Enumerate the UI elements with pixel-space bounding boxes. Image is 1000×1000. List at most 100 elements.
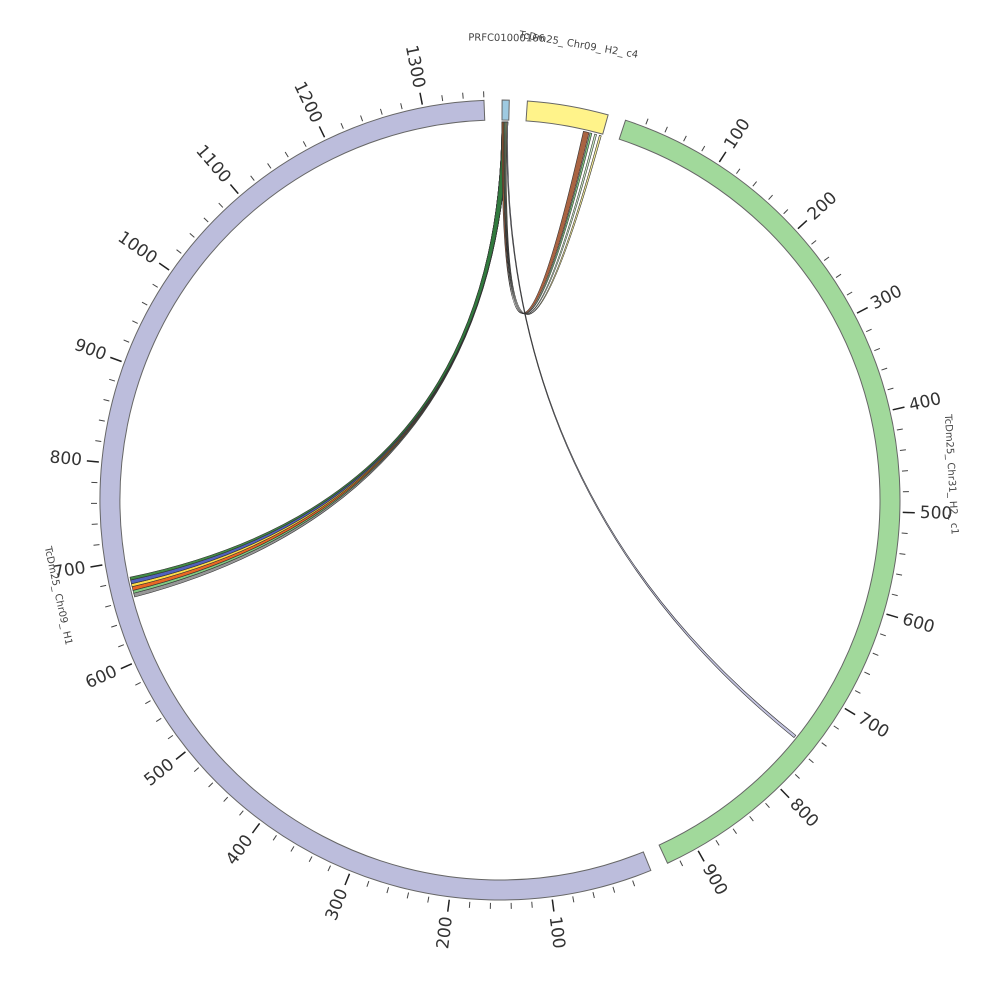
minor-tick bbox=[865, 328, 872, 333]
tick-label: 1000 bbox=[114, 227, 161, 268]
segment-label: PRFC01000166 bbox=[468, 33, 545, 45]
tick-label: 500 bbox=[919, 503, 952, 524]
segment bbox=[99, 99, 652, 901]
minor-tick bbox=[105, 604, 112, 608]
major-tick bbox=[318, 126, 326, 138]
minor-tick bbox=[284, 151, 289, 158]
tick-label: 100 bbox=[545, 915, 569, 950]
minor-tick bbox=[887, 387, 894, 391]
minor-tick bbox=[683, 135, 687, 142]
tick-label: 200 bbox=[804, 188, 841, 225]
minor-tick bbox=[302, 141, 307, 147]
tick-label: 900 bbox=[72, 335, 109, 365]
minor-tick bbox=[821, 742, 827, 747]
link bbox=[129, 121, 509, 581]
link bbox=[506, 121, 797, 739]
minor-tick bbox=[768, 194, 773, 200]
minor-tick bbox=[823, 256, 830, 261]
link bbox=[503, 121, 593, 315]
minor-tick bbox=[899, 449, 906, 451]
minor-tick bbox=[879, 633, 886, 637]
link bbox=[504, 121, 597, 315]
minor-tick bbox=[98, 419, 105, 422]
major-tick bbox=[697, 850, 705, 862]
minor-tick bbox=[833, 725, 839, 730]
minor-tick bbox=[132, 320, 138, 324]
minor-tick bbox=[290, 846, 295, 852]
minor-tick bbox=[123, 339, 130, 343]
tick-label: 500 bbox=[141, 755, 179, 791]
major-tick bbox=[344, 873, 351, 886]
minor-tick bbox=[441, 95, 444, 102]
segment bbox=[618, 119, 901, 864]
minor-tick bbox=[103, 399, 110, 402]
minor-tick bbox=[846, 291, 853, 296]
minor-tick bbox=[462, 92, 464, 99]
minor-tick bbox=[736, 168, 741, 174]
minor-tick bbox=[223, 796, 229, 802]
minor-tick bbox=[732, 828, 737, 834]
minor-tick bbox=[379, 108, 383, 115]
minor-tick bbox=[679, 860, 684, 867]
minor-tick bbox=[239, 810, 244, 816]
minor-tick bbox=[109, 378, 116, 382]
major-tick bbox=[419, 92, 424, 105]
major-tick bbox=[844, 707, 856, 716]
minor-tick bbox=[400, 103, 403, 110]
minor-tick bbox=[118, 644, 125, 648]
tick-label: 700 bbox=[854, 709, 892, 743]
minor-tick bbox=[193, 767, 200, 773]
minor-tick bbox=[267, 163, 272, 169]
minor-tick bbox=[874, 347, 881, 352]
minor-tick bbox=[95, 440, 102, 443]
minor-tick bbox=[152, 283, 158, 288]
minor-tick bbox=[811, 240, 817, 245]
tick-label: 800 bbox=[785, 794, 822, 831]
minor-tick bbox=[135, 682, 141, 686]
minor-tick bbox=[93, 544, 100, 546]
tick-label: 1200 bbox=[289, 79, 326, 127]
minor-tick bbox=[100, 584, 107, 588]
minor-tick bbox=[664, 126, 668, 133]
minor-tick bbox=[111, 624, 118, 628]
minor-tick bbox=[406, 892, 410, 899]
minor-tick bbox=[752, 181, 757, 187]
segment bbox=[525, 100, 609, 135]
major-tick bbox=[251, 822, 261, 834]
major-tick bbox=[86, 460, 99, 463]
minor-tick bbox=[808, 758, 814, 764]
minor-tick bbox=[881, 367, 888, 371]
major-tick bbox=[120, 663, 133, 670]
minor-tick bbox=[715, 840, 720, 846]
tick-label: 800 bbox=[49, 447, 83, 470]
links bbox=[129, 121, 797, 739]
minor-tick bbox=[794, 774, 800, 779]
minor-tick bbox=[612, 886, 616, 893]
minor-tick bbox=[427, 896, 430, 903]
major-tick bbox=[892, 406, 905, 411]
minor-tick bbox=[360, 115, 364, 122]
minor-tick bbox=[327, 865, 331, 872]
major-tick bbox=[886, 613, 899, 619]
minor-tick bbox=[208, 782, 214, 788]
tick-label: 400 bbox=[907, 389, 943, 416]
link bbox=[131, 121, 509, 588]
minor-tick bbox=[189, 233, 195, 238]
minor-tick bbox=[854, 690, 861, 694]
minor-tick bbox=[386, 887, 390, 894]
minor-tick bbox=[366, 880, 370, 887]
minor-tick bbox=[872, 652, 879, 656]
minor-tick bbox=[645, 118, 649, 125]
major-tick bbox=[780, 788, 790, 799]
segment bbox=[501, 99, 510, 121]
tick-label: 1300 bbox=[401, 43, 429, 89]
segment-label: TcDm25_ Chr09_ H2_ c4 bbox=[517, 29, 639, 61]
minor-tick bbox=[701, 145, 706, 152]
tick-label: 400 bbox=[222, 831, 257, 869]
tick-label: 1100 bbox=[191, 141, 234, 187]
minor-tick bbox=[141, 301, 148, 306]
major-tick bbox=[551, 899, 555, 912]
minor-tick bbox=[218, 202, 224, 208]
minor-tick bbox=[899, 553, 906, 555]
